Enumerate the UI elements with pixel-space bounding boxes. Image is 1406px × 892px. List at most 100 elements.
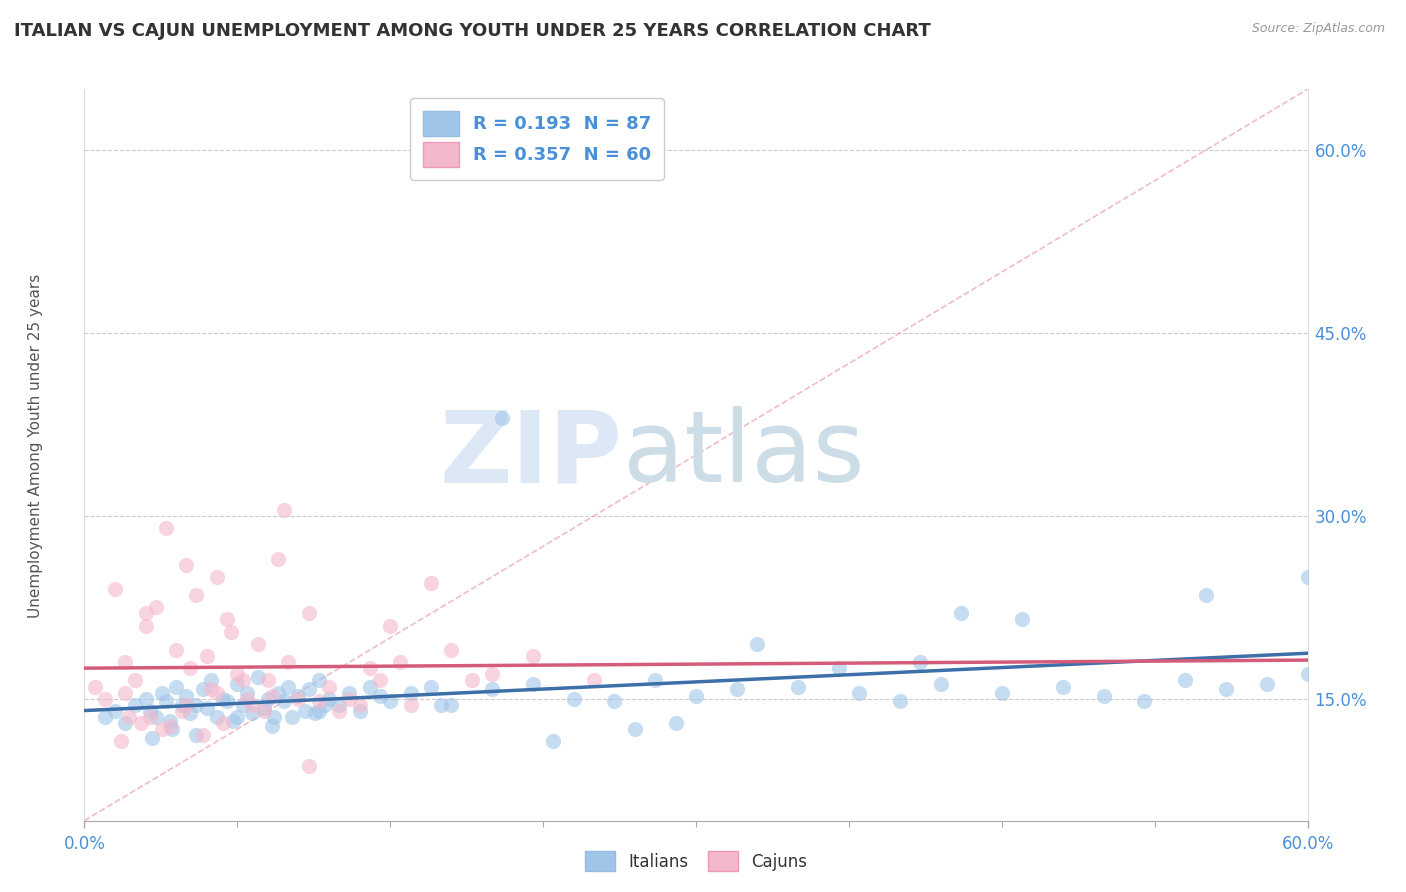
Point xyxy=(212,691,235,706)
Point xyxy=(1215,681,1237,696)
Point xyxy=(200,673,222,688)
Point xyxy=(304,706,326,721)
Point xyxy=(389,655,412,669)
Point xyxy=(110,734,132,748)
Point xyxy=(104,582,127,596)
Point xyxy=(159,718,181,732)
Point xyxy=(114,686,136,700)
Point xyxy=(420,576,443,591)
Point xyxy=(240,698,263,712)
Point xyxy=(191,728,214,742)
Point xyxy=(263,710,285,724)
Point xyxy=(828,661,851,675)
Point xyxy=(195,701,218,715)
Legend: Italians, Cajuns: Italians, Cajuns xyxy=(578,845,814,878)
Point xyxy=(1092,690,1115,704)
Point xyxy=(314,698,336,712)
Point xyxy=(267,551,290,566)
Point xyxy=(685,690,707,704)
Point xyxy=(205,570,228,584)
Text: ITALIAN VS CAJUN UNEMPLOYMENT AMONG YOUTH UNDER 25 YEARS CORRELATION CHART: ITALIAN VS CAJUN UNEMPLOYMENT AMONG YOUT… xyxy=(14,22,931,40)
Point xyxy=(118,710,141,724)
Point xyxy=(141,731,163,745)
Point xyxy=(114,655,136,669)
Point xyxy=(277,655,299,669)
Point xyxy=(179,661,201,675)
Text: Source: ZipAtlas.com: Source: ZipAtlas.com xyxy=(1251,22,1385,36)
Point xyxy=(155,521,177,535)
Point xyxy=(929,677,952,691)
Point xyxy=(165,643,187,657)
Point xyxy=(562,691,585,706)
Text: ZIP: ZIP xyxy=(440,407,623,503)
Point xyxy=(83,680,105,694)
Point xyxy=(273,694,295,708)
Point xyxy=(145,600,167,615)
Point xyxy=(430,698,453,712)
Point xyxy=(138,704,160,718)
Point xyxy=(1195,588,1218,602)
Point xyxy=(665,716,688,731)
Point xyxy=(257,691,280,706)
Point xyxy=(294,704,316,718)
Point xyxy=(603,694,626,708)
Point xyxy=(991,686,1014,700)
Point xyxy=(349,704,371,718)
Point xyxy=(179,706,201,721)
Point xyxy=(522,677,544,691)
Point xyxy=(440,643,463,657)
Point xyxy=(246,637,269,651)
Point xyxy=(1296,570,1319,584)
Text: Unemployment Among Youth under 25 years: Unemployment Among Youth under 25 years xyxy=(28,274,42,618)
Point xyxy=(399,686,422,700)
Point xyxy=(186,698,208,712)
Point xyxy=(160,723,183,737)
Point xyxy=(380,618,402,632)
Point xyxy=(93,691,115,706)
Point xyxy=(257,673,280,688)
Point xyxy=(165,680,187,694)
Point xyxy=(1011,613,1033,627)
Point xyxy=(277,680,299,694)
Point xyxy=(93,710,115,724)
Point xyxy=(135,607,157,621)
Point xyxy=(318,691,340,706)
Point xyxy=(339,691,361,706)
Point xyxy=(205,710,228,724)
Point xyxy=(138,710,160,724)
Point xyxy=(950,607,973,621)
Point xyxy=(1256,677,1278,691)
Point xyxy=(644,673,666,688)
Point xyxy=(328,698,350,712)
Point xyxy=(260,718,283,732)
Point xyxy=(240,706,263,721)
Point xyxy=(104,704,127,718)
Point xyxy=(155,694,177,708)
Point xyxy=(889,694,911,708)
Point xyxy=(150,723,173,737)
Point xyxy=(481,667,503,681)
Point xyxy=(172,704,194,718)
Point xyxy=(191,681,214,696)
Point xyxy=(910,655,932,669)
Point xyxy=(174,690,197,704)
Point xyxy=(232,673,254,688)
Point xyxy=(440,698,463,712)
Point xyxy=(174,558,197,572)
Point xyxy=(205,686,228,700)
Point xyxy=(219,624,242,639)
Point xyxy=(226,677,249,691)
Point xyxy=(135,691,157,706)
Point xyxy=(380,694,402,708)
Point xyxy=(124,698,146,712)
Point xyxy=(787,680,810,694)
Point xyxy=(339,686,361,700)
Point xyxy=(186,728,208,742)
Point xyxy=(543,734,565,748)
Point xyxy=(359,680,381,694)
Point xyxy=(349,698,371,712)
Point xyxy=(135,618,157,632)
Point xyxy=(308,694,330,708)
Point xyxy=(583,673,606,688)
Point xyxy=(226,710,249,724)
